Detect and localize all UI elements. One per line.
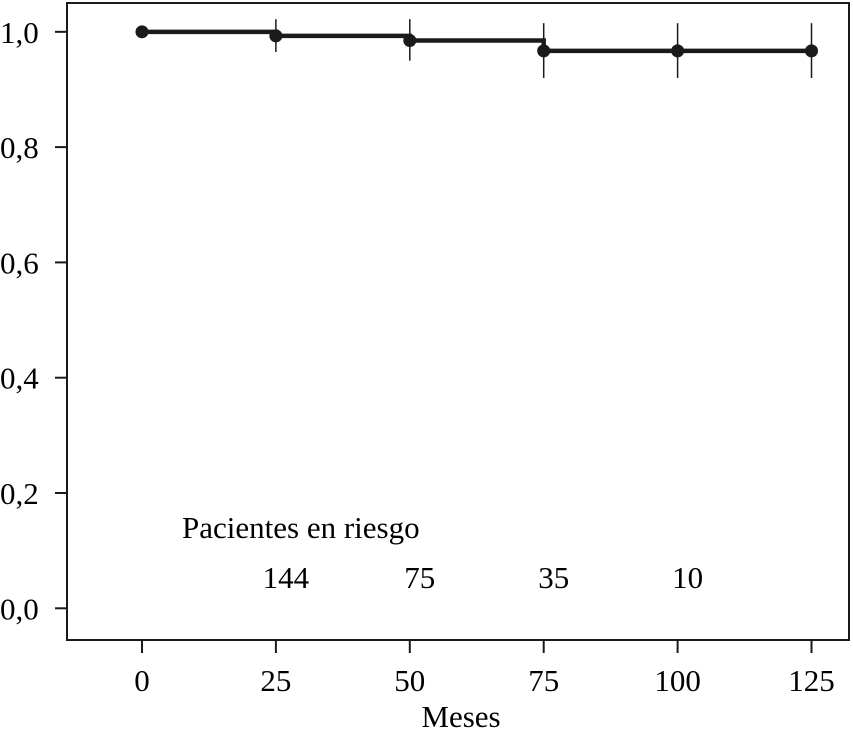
x-axis-title: Meses <box>421 699 500 731</box>
data-point <box>269 29 283 43</box>
x-tick-label: 125 <box>788 663 835 698</box>
at-risk-count: 35 <box>538 560 569 595</box>
x-tick-label: 50 <box>394 663 425 698</box>
at-risk-count: 10 <box>672 560 703 595</box>
y-tick-label: 0,6 <box>0 245 39 280</box>
data-point <box>805 44 819 58</box>
y-tick-label: 1,0 <box>0 15 39 50</box>
at-risk-count: 144 <box>263 560 310 595</box>
y-tick-label: 0,8 <box>0 130 39 165</box>
series-layer <box>135 19 819 78</box>
data-point <box>671 44 685 58</box>
survival-step-line <box>141 29 812 54</box>
at-risk-table: Pacientes en riesgo 144 75 35 10 <box>182 510 703 595</box>
x-tick-label: 0 <box>134 663 150 698</box>
at-risk-count: 75 <box>404 560 435 595</box>
x-tick-label: 25 <box>260 663 291 698</box>
y-tick-label: 0,2 <box>0 476 39 511</box>
y-tick-label: 0,4 <box>0 361 39 396</box>
x-axis: 0 25 50 75 100 125 <box>134 640 835 698</box>
at-risk-label: Pacientes en riesgo <box>182 510 420 545</box>
data-point <box>403 33 417 47</box>
data-point <box>537 44 551 58</box>
y-tick-label: 0,0 <box>0 591 39 626</box>
y-axis: 0,0 0,2 0,4 0,6 0,8 1,0 <box>0 15 67 626</box>
x-tick-label: 75 <box>528 663 559 698</box>
x-tick-label: 100 <box>654 663 701 698</box>
data-point <box>135 25 149 39</box>
plot-frame <box>66 2 850 641</box>
